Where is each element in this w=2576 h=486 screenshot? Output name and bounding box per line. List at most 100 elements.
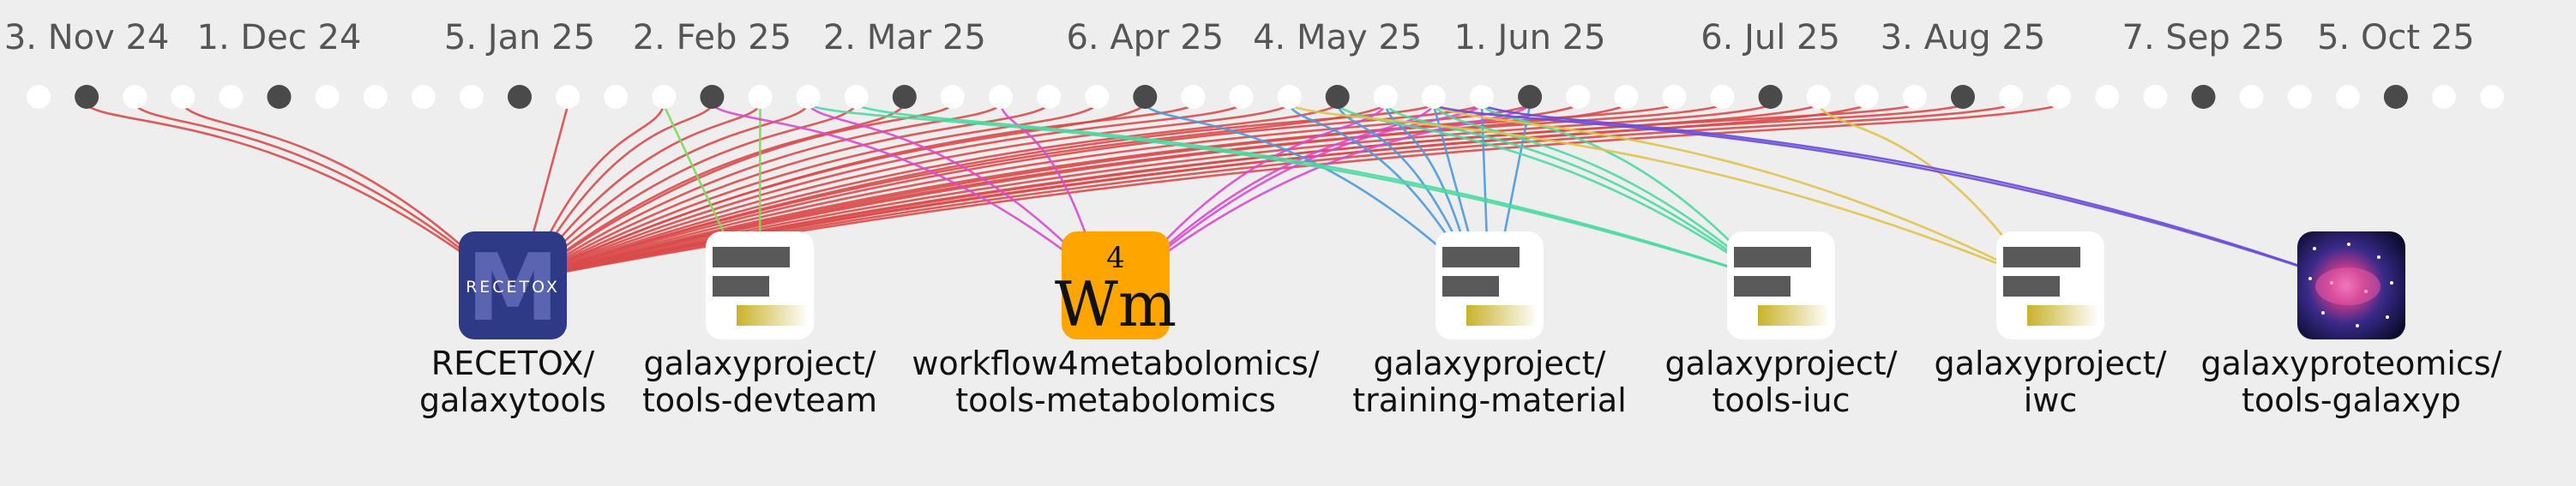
timeline-dot[interactable] <box>2095 85 2120 109</box>
timeline-dot[interactable] <box>556 85 581 109</box>
date-label: 3. Nov 24 <box>4 18 170 57</box>
timeline-dot-filled[interactable] <box>75 85 99 109</box>
star <box>2356 324 2359 327</box>
timeline-dot[interactable] <box>1854 85 1879 109</box>
timeline-dot[interactable] <box>219 85 244 109</box>
timeline-dot-filled[interactable] <box>1758 85 1783 109</box>
timeline-dot[interactable] <box>1614 85 1639 109</box>
contribution-link <box>1432 105 1766 279</box>
nebula-core <box>2315 267 2380 305</box>
date-label: 4. May 25 <box>1253 18 1422 57</box>
contribution-link <box>1288 105 1476 279</box>
timeline-dot-filled[interactable] <box>1325 85 1350 109</box>
star <box>2347 243 2350 246</box>
timeline-dot[interactable] <box>796 85 821 109</box>
repo-name-label[interactable]: tools-metabolomics <box>955 381 1276 419</box>
timeline-dot[interactable] <box>1662 85 1687 109</box>
timeline-dot[interactable] <box>123 85 147 109</box>
timeline-dot[interactable] <box>1037 85 1062 109</box>
repo-node-tools-iuc[interactable]: galaxyproject/tools-iuc <box>1665 231 1898 419</box>
timeline-dot[interactable] <box>1277 85 1302 109</box>
logo-wordmark: RECETOX <box>466 278 560 297</box>
timeline-dot[interactable] <box>1999 85 2024 109</box>
timeline-dot[interactable] <box>1902 85 1927 109</box>
timeline-dot[interactable] <box>1470 85 1494 109</box>
contribution-link <box>1433 104 2337 280</box>
repo-name-label[interactable]: tools-galaxyp <box>2242 381 2461 419</box>
repo-owner-label[interactable]: galaxyproject/ <box>1935 345 2167 382</box>
timeline-dot[interactable] <box>1181 85 1206 109</box>
timeline-dot[interactable] <box>1373 85 1398 109</box>
repo-node-w4m[interactable]: 4Wm workflow4metabolomics/tools-metabolom… <box>912 231 1320 419</box>
timeline-dot[interactable] <box>1710 85 1735 109</box>
galaxy-logo[interactable] <box>1727 231 1835 339</box>
repo-name-label[interactable]: galaxytools <box>419 381 606 419</box>
timeline-dot-filled[interactable] <box>892 85 917 109</box>
timeline-dot[interactable] <box>604 85 629 109</box>
timeline-dot[interactable] <box>2239 85 2264 109</box>
repo-owner-label[interactable]: galaxyproteomics/ <box>2201 345 2502 382</box>
timeline-dot[interactable] <box>171 85 196 109</box>
repo-owner-label[interactable]: workflow4metabolomics/ <box>912 345 1319 382</box>
timeline-dot[interactable] <box>27 85 51 109</box>
repo-owner-label[interactable]: RECETOX/ <box>431 345 595 382</box>
timeline-dot[interactable] <box>1421 85 1446 109</box>
logo-bar-bottom <box>2027 305 2099 326</box>
repo-owner-label[interactable]: galaxyproject/ <box>644 345 876 382</box>
logo-bar-middle <box>1734 276 1791 297</box>
repo-owner-label[interactable]: galaxyproject/ <box>1665 345 1898 382</box>
timeline-dot-filled[interactable] <box>267 85 292 109</box>
repo-name-label[interactable]: tools-devteam <box>642 381 877 419</box>
repo-owner-label[interactable]: galaxyproject/ <box>1374 345 1606 382</box>
contribution-link <box>527 104 2060 280</box>
timeline-dot[interactable] <box>2335 85 2360 109</box>
repo-node-iwc[interactable]: galaxyproject/iwc <box>1935 231 2167 419</box>
timeline-dot[interactable] <box>2480 85 2505 109</box>
contribution-link <box>527 104 1771 280</box>
galaxy-proteomics-logo[interactable] <box>2297 231 2405 339</box>
timeline-dot[interactable] <box>1229 85 1254 109</box>
contribution-link <box>527 104 1243 280</box>
timeline-dot-filled[interactable] <box>508 85 532 109</box>
repo-node-tools-devteam[interactable]: galaxyproject/tools-devteam <box>642 231 877 419</box>
timeline-dot-filled[interactable] <box>700 85 725 109</box>
timeline-dot-filled[interactable] <box>1951 85 1975 109</box>
timeline-dot[interactable] <box>2287 85 2312 109</box>
galaxy-logo[interactable] <box>1435 231 1544 339</box>
timeline-dot[interactable] <box>652 85 677 109</box>
timeline-dot[interactable] <box>459 85 484 109</box>
timeline-dot-filled[interactable] <box>1133 85 1158 109</box>
timeline-dot-filled[interactable] <box>1518 85 1543 109</box>
timeline-dot-filled[interactable] <box>2191 85 2216 109</box>
timeline-dot-filled[interactable] <box>2383 85 2408 109</box>
repo-name-label[interactable]: tools-iuc <box>1712 381 1851 419</box>
contribution-link <box>527 104 1723 280</box>
timeline-dot[interactable] <box>2143 85 2168 109</box>
timeline-dot[interactable] <box>844 85 869 109</box>
logo-background <box>459 231 567 339</box>
contribution-link <box>1130 105 1387 279</box>
timeline-dot[interactable] <box>2432 85 2456 109</box>
galaxy-logo[interactable] <box>1996 231 2104 339</box>
timeline-dot[interactable] <box>363 85 388 109</box>
timeline-dot[interactable] <box>2047 85 2072 109</box>
galaxy-logo[interactable] <box>706 231 814 339</box>
timeline-dot[interactable] <box>1085 85 1110 109</box>
w4m-logo[interactable]: 4Wm <box>1055 231 1177 340</box>
timeline-dot[interactable] <box>940 85 965 109</box>
timeline-dot[interactable] <box>411 85 436 109</box>
contribution-link <box>527 104 1050 280</box>
repo-node-training-material[interactable]: galaxyproject/training-material <box>1352 231 1627 419</box>
repo-name-label[interactable]: iwc <box>2024 381 2078 419</box>
timeline-dot[interactable] <box>748 85 773 109</box>
timeline-dot[interactable] <box>1806 85 1831 109</box>
repo-node-tools-galaxyp[interactable]: galaxyproteomics/tools-galaxyp <box>2201 231 2502 419</box>
timeline-dot[interactable] <box>989 85 1013 109</box>
repo-name-label[interactable]: training-material <box>1352 381 1627 419</box>
timeline-dot[interactable] <box>1566 85 1591 109</box>
timeline-dot[interactable] <box>315 85 340 109</box>
contribution-link <box>1130 104 1531 280</box>
star <box>2313 247 2316 250</box>
